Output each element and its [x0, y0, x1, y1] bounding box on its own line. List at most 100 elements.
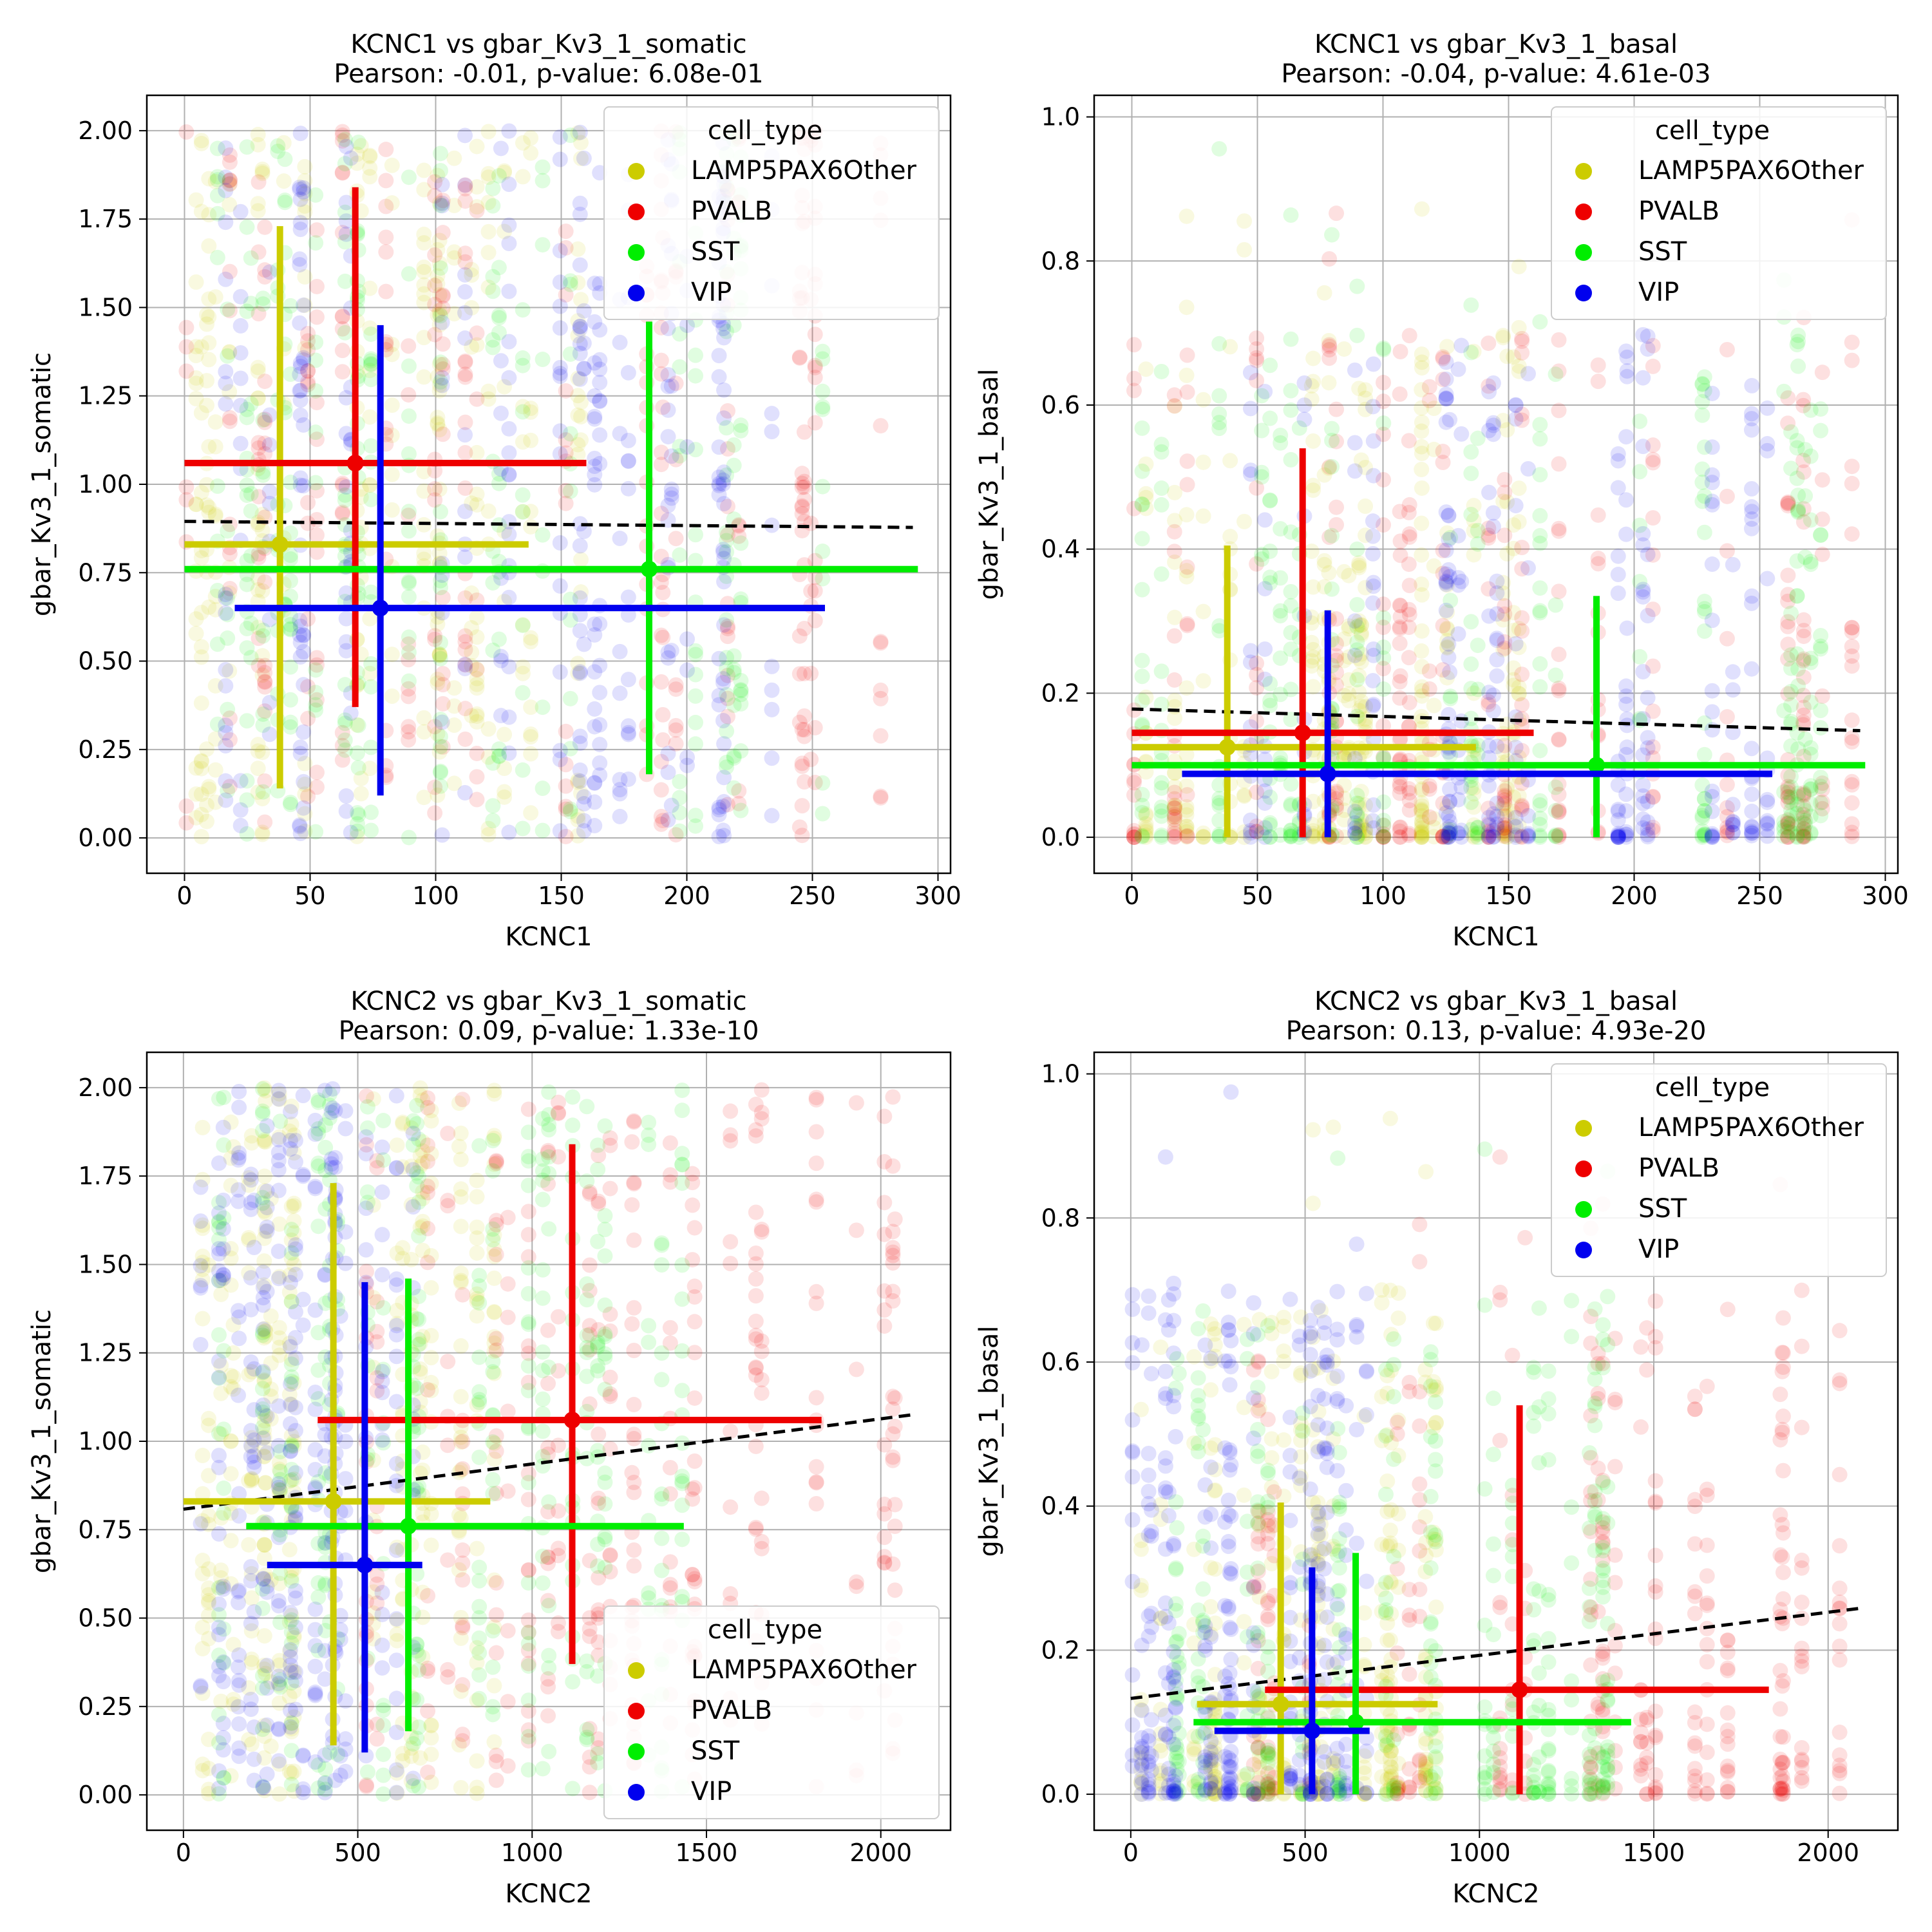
- data-point-pvalb: [251, 489, 267, 505]
- data-point-pvalb: [1514, 775, 1530, 791]
- data-point-pvalb: [1780, 829, 1796, 846]
- data-point-vip: [1744, 825, 1760, 841]
- data-point-pvalb: [791, 349, 808, 365]
- data-point-pvalb: [591, 1740, 607, 1756]
- data-point-lamp5pax6other: [1417, 1763, 1434, 1779]
- data-point-sst: [216, 1505, 232, 1521]
- data-point-lamp5pax6other: [1439, 621, 1455, 638]
- data-point-sst: [1548, 828, 1564, 844]
- data-point-lamp5pax6other: [297, 158, 313, 175]
- data-point-pvalb: [378, 244, 394, 260]
- data-point-pvalb: [723, 1423, 739, 1439]
- data-point-vip: [270, 1721, 287, 1737]
- data-point-lamp5pax6other: [250, 203, 266, 219]
- data-point-lamp5pax6other: [415, 1329, 431, 1345]
- data-point-pvalb: [550, 1149, 566, 1165]
- data-point-sst: [597, 1346, 613, 1362]
- data-point-vip: [1481, 608, 1497, 624]
- data-point-sst: [211, 1215, 227, 1231]
- data-point-sst: [1694, 808, 1710, 824]
- data-point-lamp5pax6other: [225, 1692, 242, 1708]
- data-point-lamp5pax6other: [283, 1198, 299, 1215]
- data-point-sst: [726, 748, 742, 764]
- data-point-lamp5pax6other: [1207, 1739, 1223, 1755]
- data-point-vip: [501, 283, 517, 299]
- data-point-lamp5pax6other: [1358, 527, 1374, 544]
- data-point-vip: [358, 1146, 374, 1162]
- data-point-pvalb: [427, 631, 443, 647]
- data-point-pvalb: [257, 374, 273, 390]
- data-point-lamp5pax6other: [241, 1177, 257, 1193]
- data-point-sst: [363, 351, 379, 367]
- data-point-sst: [220, 348, 236, 364]
- x-tick-label: 300: [914, 882, 961, 910]
- data-point-pvalb: [1780, 779, 1796, 795]
- data-point-sst: [515, 404, 531, 420]
- data-point-lamp5pax6other: [250, 743, 266, 759]
- data-point-pvalb: [488, 1645, 504, 1661]
- data-point-pvalb: [469, 391, 485, 407]
- data-point-sst: [1324, 421, 1340, 437]
- data-point-sst: [317, 1349, 334, 1365]
- data-point-sst: [255, 467, 271, 483]
- data-point-vip: [270, 1598, 287, 1614]
- data-point-lamp5pax6other: [256, 1537, 272, 1553]
- data-point-vip: [231, 1508, 247, 1524]
- data-point-vip: [552, 243, 568, 259]
- data-point-lamp5pax6other: [1382, 1522, 1398, 1539]
- data-point-pvalb: [457, 181, 473, 197]
- data-point-vip: [325, 1081, 341, 1097]
- data-point-sst: [1803, 796, 1819, 812]
- data-point-vip: [501, 334, 517, 350]
- data-point-sst: [239, 713, 255, 729]
- data-point-pvalb: [876, 1497, 893, 1513]
- data-point-lamp5pax6other: [271, 1092, 287, 1108]
- data-point-pvalb: [1814, 511, 1830, 527]
- data-point-sst: [674, 1157, 690, 1173]
- data-point-lamp5pax6other: [207, 439, 223, 455]
- data-point-vip: [323, 1151, 339, 1167]
- data-point-pvalb: [1844, 828, 1860, 844]
- data-point-sst: [211, 1213, 227, 1229]
- data-point-lamp5pax6other: [1336, 341, 1352, 357]
- data-point-pvalb: [582, 1318, 598, 1334]
- data-point-sst: [239, 773, 255, 789]
- data-point-lamp5pax6other: [1138, 689, 1154, 705]
- data-point-lamp5pax6other: [1179, 563, 1195, 579]
- data-point-lamp5pax6other: [256, 1277, 272, 1293]
- data-point-lamp5pax6other: [200, 1417, 216, 1434]
- data-point-lamp5pax6other: [1383, 1743, 1399, 1759]
- data-point-sst: [726, 661, 742, 677]
- legend-label-pvalb: PVALB: [691, 196, 772, 226]
- data-point-lamp5pax6other: [254, 583, 270, 599]
- data-point-lamp5pax6other: [453, 1151, 469, 1168]
- data-point-sst: [405, 1736, 421, 1752]
- y-tick-label: 0.8: [1041, 247, 1080, 275]
- data-point-vip: [663, 490, 679, 506]
- data-point-vip: [1508, 397, 1524, 413]
- data-point-sst: [674, 1468, 690, 1484]
- data-point-sst: [1532, 656, 1548, 672]
- data-point-vip: [612, 334, 628, 350]
- data-point-sst: [1283, 524, 1299, 540]
- data-point-pvalb: [848, 1095, 864, 1111]
- data-point-pvalb: [1179, 787, 1195, 803]
- data-point-vip: [457, 330, 473, 346]
- legend-title: cell_type: [1655, 116, 1770, 146]
- data-point-pvalb: [1497, 820, 1513, 836]
- data-point-lamp5pax6other: [1203, 1353, 1219, 1369]
- data-point-sst: [1349, 619, 1365, 635]
- data-point-sst: [1790, 504, 1806, 520]
- data-point-sst: [1694, 822, 1710, 838]
- data-point-lamp5pax6other: [1167, 554, 1183, 570]
- data-point-pvalb: [794, 499, 810, 515]
- data-point-sst: [270, 144, 286, 160]
- data-point-sst: [485, 269, 501, 285]
- data-point-pvalb: [1435, 829, 1451, 845]
- data-point-pvalb: [469, 791, 485, 808]
- data-point-lamp5pax6other: [1466, 780, 1482, 796]
- data-point-lamp5pax6other: [1336, 777, 1352, 793]
- data-point-lamp5pax6other: [423, 1175, 439, 1191]
- data-point-sst: [471, 1138, 488, 1154]
- data-point-pvalb: [1179, 828, 1195, 844]
